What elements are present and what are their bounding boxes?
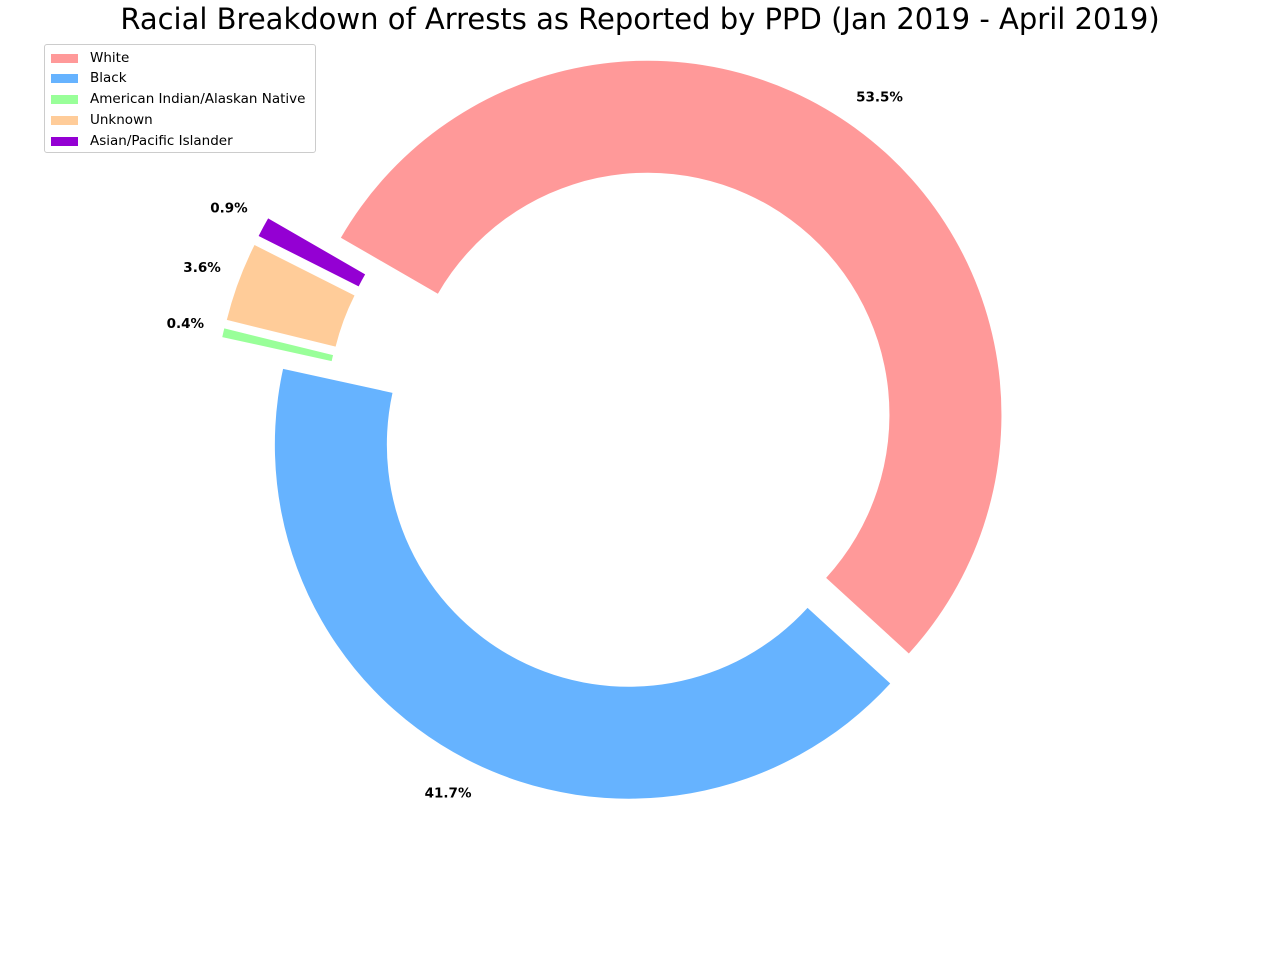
legend-label-american-indian: American Indian/Alaskan Native [90,91,306,107]
legend: White Black American Indian/Alaskan Nati… [44,44,316,153]
slice-asian-pacific [258,218,366,287]
legend-item-black: Black [51,70,127,86]
pct-label-black: 41.7% [425,786,472,802]
legend-swatch-white [51,53,78,63]
slice-unknown [226,245,355,347]
pct-label-white: 53.5% [856,90,903,106]
slice-black [274,368,891,799]
legend-swatch-american-indian [51,94,78,104]
legend-label-unknown: Unknown [90,112,153,128]
chart-title: Racial Breakdown of Arrests as Reported … [120,2,1160,36]
slice-white [340,60,1002,654]
legend-item-unknown: Unknown [51,112,153,128]
legend-label-white: White [90,50,130,66]
legend-label-black: Black [90,70,127,86]
pct-label-asian-pacific: 0.9% [210,201,248,217]
pct-label-american-indian: 0.4% [167,316,205,332]
pct-label-unknown: 3.6% [183,260,221,276]
legend-item-white: White [51,50,129,66]
legend-swatch-black [51,73,78,83]
legend-label-asian-pacific: Asian/Pacific Islander [90,133,233,149]
legend-item-asian-pacific: Asian/Pacific Islander [51,133,233,149]
legend-swatch-unknown [51,115,78,125]
slice-american-indian [222,328,334,362]
legend-item-american-indian: American Indian/Alaskan Native [51,91,305,107]
legend-swatch-asian-pacific [51,136,78,146]
